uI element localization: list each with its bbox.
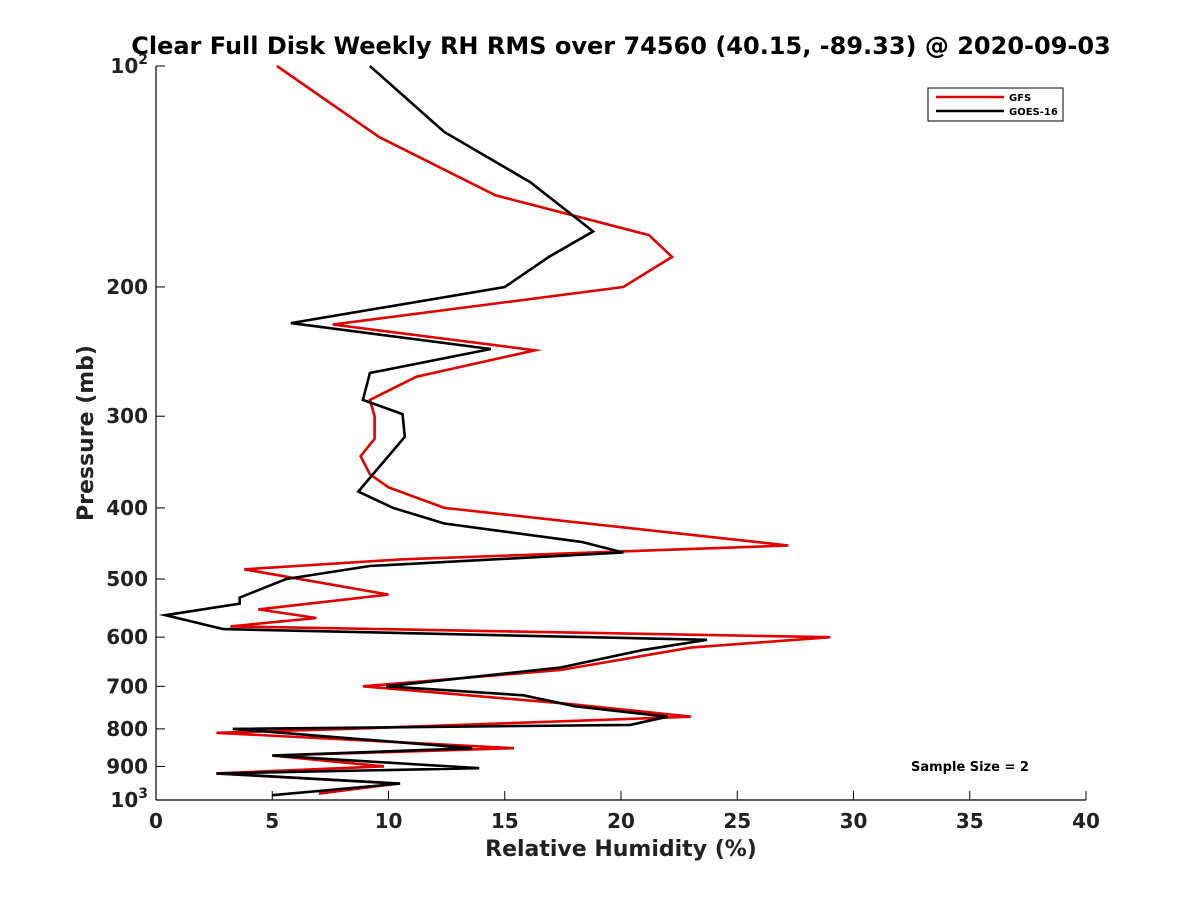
y-ticks: 102 200 300 400 500 600 700 800 900 103 [106, 52, 165, 812]
y-tick-label: 800 [106, 717, 148, 741]
x-tick-label: 25 [723, 809, 751, 833]
y-tick-label: 102 [110, 52, 148, 78]
y-tick-label: 300 [106, 404, 148, 428]
legend-label-gfs: GFS [1009, 93, 1031, 104]
y-tick-label: 500 [106, 567, 148, 591]
x-axis-label: Relative Humidity (%) [485, 837, 757, 862]
y-tick-label: 700 [106, 674, 148, 698]
series-line-gfs [216, 64, 831, 795]
x-ticks: 0 5 10 15 20 25 30 35 40 [149, 791, 1100, 833]
x-tick-label: 0 [149, 809, 163, 833]
x-tick-label: 15 [491, 809, 519, 833]
legend-label-goes16: GOES-16 [1009, 107, 1058, 118]
y-tick-label: 103 [110, 786, 148, 812]
legend: GFS GOES-16 [927, 87, 1064, 122]
x-tick-label: 40 [1072, 809, 1100, 833]
x-tick-label: 5 [265, 809, 279, 833]
y-tick-label: 400 [106, 496, 148, 520]
series-line-goes16 [158, 65, 708, 797]
sample-size-annotation: Sample Size = 2 [911, 760, 1029, 775]
x-tick-label: 10 [375, 809, 403, 833]
x-tick-label: 35 [956, 809, 984, 833]
y-tick-label: 200 [106, 275, 148, 299]
y-tick-label: 600 [106, 625, 148, 649]
plot-area: 0 5 10 15 20 25 30 35 40 102 200 300 400 500 600 700 80… [106, 52, 1100, 833]
chart-title: Clear Full Disk Weekly RH RMS over 74560… [131, 32, 1111, 60]
x-tick-label: 30 [840, 809, 868, 833]
x-tick-label: 20 [607, 809, 635, 833]
y-axis-label: Pressure (mb) [74, 345, 99, 521]
series-lines [158, 64, 831, 797]
legend-box [927, 87, 1064, 122]
y-tick-label: 900 [106, 754, 148, 778]
